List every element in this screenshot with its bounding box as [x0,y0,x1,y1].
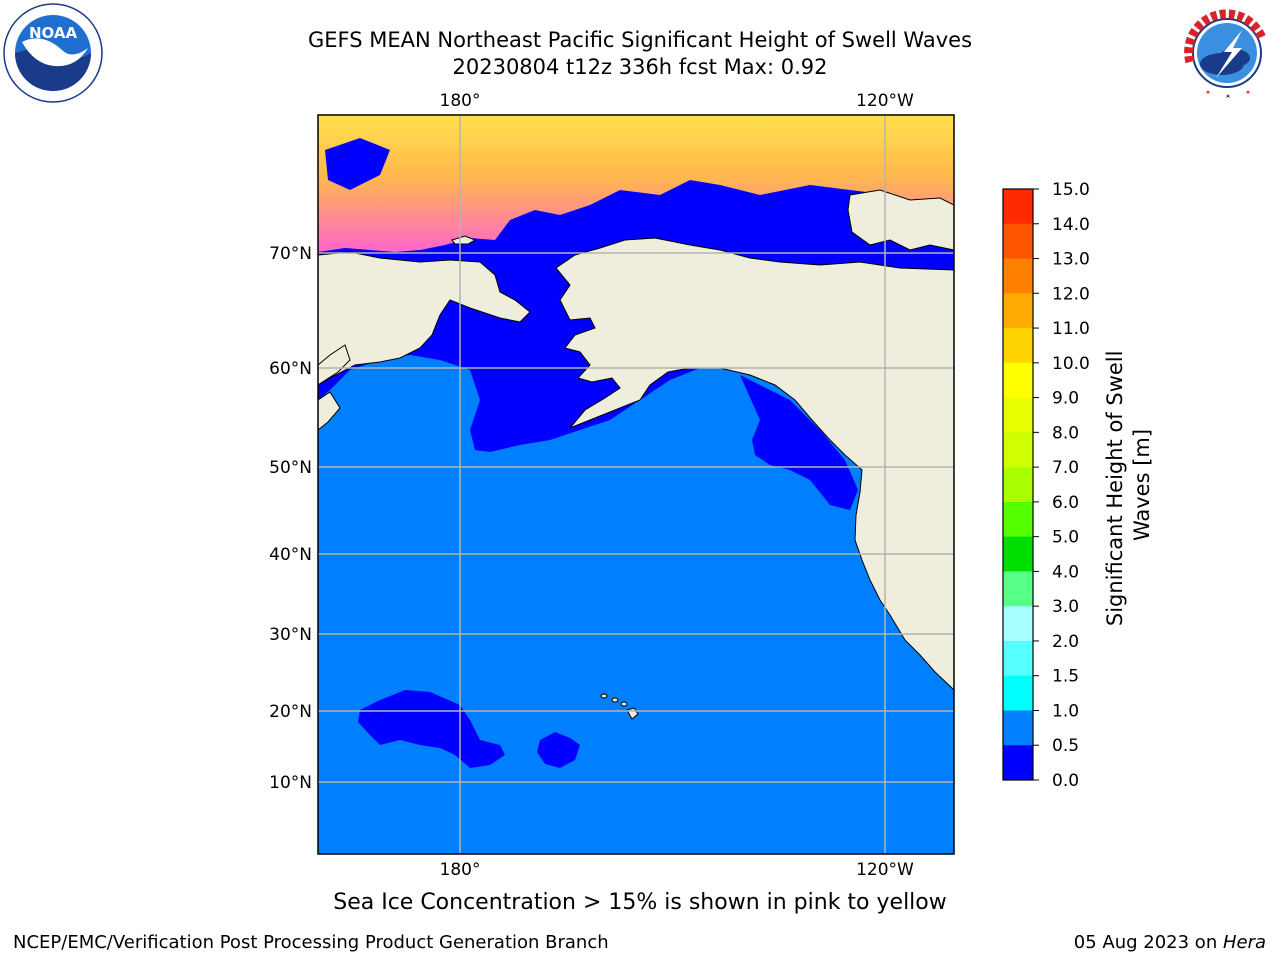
colorbar-tick-label: 12.0 [1052,284,1090,304]
colorbar-label: Significant Height of Swell Waves [m] [1103,344,1154,626]
lat-label-10n: 10°N [269,773,312,793]
lat-label-50n: 50°N [269,458,312,478]
colorbar-tick-label: 0.0 [1052,771,1079,791]
noaa-logo-text: NOAA [29,24,78,42]
nws-logo [1178,4,1276,102]
colorbar-tick-label: 14.0 [1052,215,1090,235]
colorbar-tick-label: 3.0 [1052,597,1079,617]
lat-label-60n: 60°N [269,359,312,379]
colorbar-segment [1003,745,1033,781]
lat-label-40n: 40°N [269,545,312,565]
lon-label-bottom-120w: 120°W [856,860,914,880]
low-swell-coastal-region [740,375,858,510]
footer-date-text: 05 Aug 2023 on [1073,932,1223,953]
colorbar-tick-label: 11.0 [1052,319,1090,339]
colorbar-tick-label: 7.0 [1052,458,1079,478]
lat-label-20n: 20°N [269,702,312,722]
lon-label-bottom-180: 180° [440,860,481,880]
colorbar-segment [1003,432,1033,468]
colorbar-segment [1003,397,1033,433]
lon-label-top-180: 180° [440,91,481,111]
colorbar-frame [1002,188,1034,781]
colorbar-tick-label: 5.0 [1052,528,1079,548]
colorbar-tick-label: 1.0 [1052,701,1079,721]
colorbar-segment [1003,675,1033,711]
map-gridlines [318,115,954,854]
land-kamchatka [318,344,351,431]
low-swell-patch-west [358,690,505,768]
colorbar-segment [1003,328,1033,364]
colorbar-tick-label: 2.0 [1052,632,1079,652]
colorbar-segment [1003,640,1033,677]
colorbar-segment [1003,293,1033,329]
colorbar-tick-label: 8.0 [1052,423,1079,443]
colorbar: 15.0 14.0 13.0 12.0 11.0 10.0 9.0 8.0 7.0 6.0 5.0 4… [1002,180,1090,791]
colorbar-label-line1: Significant Height of Swell [1103,351,1127,627]
lon-label-top-120w: 120°W [856,91,914,111]
land-siberia [318,251,531,386]
lat-label-30n: 30°N [269,625,312,645]
map-frame [317,114,955,855]
colorbar-segment [1003,606,1033,642]
colorbar-tick-label: 9.0 [1052,389,1079,409]
low-swell-patch-east [537,732,580,768]
colorbar-tick-label: 6.0 [1052,493,1079,513]
colorbar-tick-label: 4.0 [1052,562,1079,582]
map-plot-area [318,115,954,854]
footer-credit: NCEP/EMC/Verification Post Processing Pr… [13,932,609,953]
colorbar-segment [1003,362,1033,399]
noaa-logo: NOAA [3,3,103,103]
colorbar-segment [1003,258,1033,294]
ice-caption: Sea Ice Concentration > 15% is shown in … [333,890,947,915]
colorbar-tick-label: 15.0 [1052,180,1090,200]
colorbar-segment [1003,571,1033,607]
colorbar-label-line2: Waves [m] [1130,429,1154,541]
colorbar-tick-label: 0.5 [1052,736,1079,756]
footer-date: 05 Aug 2023 on Hera [1074,932,1266,953]
lat-label-70n: 70°N [269,244,312,264]
colorbar-segment [1003,467,1033,503]
colorbar-segment [1003,189,1033,225]
colorbar-segment [1003,536,1033,572]
land-st-lawrence-island [451,235,477,245]
colorbar-tick-label: 13.0 [1052,250,1090,270]
land-arctic-islands [847,189,954,251]
colorbar-segment [1003,223,1033,260]
land-north-america [555,237,954,691]
colorbar-tick-label: 10.0 [1052,354,1090,374]
colorbar-segment [1003,501,1033,538]
footer-host: Hera [1222,932,1266,953]
chart-title: GEFS MEAN Northeast Pacific Significant … [307,28,973,52]
colorbar-tick-label: 1.5 [1052,667,1079,687]
sea-ice-region [318,115,954,252]
colorbar-segment [1003,710,1033,746]
chart-subtitle: 20230804 t12z 336h fcst Max: 0.92 [452,55,828,79]
open-water-gap [325,138,390,190]
